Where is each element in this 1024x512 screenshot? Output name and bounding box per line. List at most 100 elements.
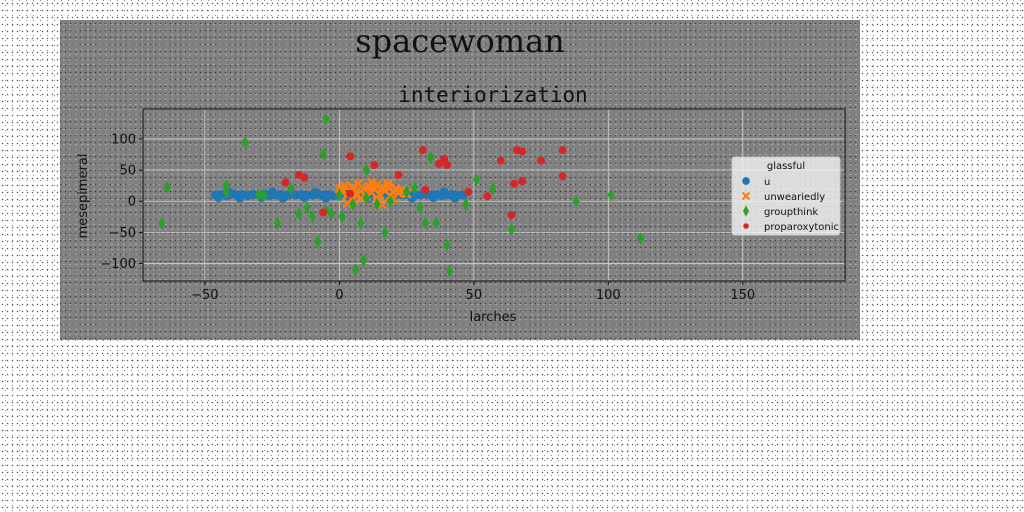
data-point: [381, 225, 389, 239]
x-tick-label: 50: [466, 288, 483, 303]
data-point: [235, 193, 245, 203]
data-point: [355, 193, 366, 204]
data-point: [510, 179, 519, 188]
data-point: [299, 192, 309, 202]
data-point: [462, 197, 470, 211]
data-point: [421, 186, 430, 195]
y-tick-label: 100: [111, 132, 136, 147]
data-point: [428, 192, 438, 202]
data-point: [349, 197, 357, 211]
data-point: [346, 152, 355, 161]
x-axis-label: larches: [470, 310, 517, 325]
data-point: [416, 200, 424, 214]
data-point: [260, 188, 268, 202]
data-point: [443, 238, 451, 252]
data-point: [327, 207, 335, 221]
legend-marker: [743, 223, 749, 229]
data-point: [472, 172, 481, 186]
data-point: [267, 187, 277, 197]
data-point: [287, 182, 295, 196]
data-point: [394, 171, 403, 180]
series-unweariedly: [334, 177, 412, 210]
data-point: [446, 264, 454, 278]
data-point: [310, 188, 320, 198]
legend-box: [731, 156, 841, 236]
data-point: [386, 194, 395, 208]
data-point: [358, 183, 369, 194]
legend-marker: [742, 177, 750, 185]
x-tick-label: 0: [335, 288, 343, 303]
data-point: [427, 151, 435, 165]
data-point: [507, 210, 516, 219]
data-series: [158, 112, 645, 278]
data-point: [370, 161, 379, 170]
data-point: [411, 181, 419, 195]
data-point: [607, 188, 615, 202]
legend-marker: [741, 191, 751, 201]
data-point: [241, 136, 249, 150]
data-point: [346, 189, 355, 198]
figure-suptitle: spacewoman: [355, 22, 565, 60]
data-point: [432, 216, 440, 230]
chart-svg: interiorization −50 0 50 100 150 −100 −50 0 50 10…: [76, 83, 846, 325]
data-point: [421, 216, 430, 230]
data-point: [434, 159, 443, 168]
data-point: [158, 216, 166, 230]
data-point: [362, 191, 370, 205]
data-point: [314, 235, 322, 249]
y-tick-label: −50: [109, 226, 136, 241]
data-point: [507, 222, 516, 236]
data-point: [322, 112, 330, 126]
plot-frame: [142, 108, 846, 282]
data-point: [537, 156, 546, 165]
legend-label: unweariedly: [764, 192, 825, 203]
y-tick-label: 0: [128, 195, 136, 210]
data-point: [319, 208, 328, 217]
legend-label: u: [764, 177, 770, 188]
legend-title: glassful: [767, 161, 805, 172]
data-point: [362, 163, 370, 177]
axis-ticks: −50 0 50 100 150 −100 −50 0 50 100: [100, 132, 755, 303]
data-point: [489, 182, 497, 196]
data-point: [518, 147, 527, 156]
data-point: [636, 232, 645, 246]
y-tick-label: 50: [119, 164, 136, 179]
data-point: [335, 188, 343, 202]
data-point: [359, 253, 368, 267]
data-point: [442, 161, 451, 170]
data-point: [308, 210, 317, 224]
data-point: [418, 146, 427, 155]
data-point: [278, 193, 288, 203]
figure: spacewoman interiorization −50 0 50 100 150 −…: [60, 20, 860, 340]
data-point: [319, 147, 327, 161]
data-point: [351, 263, 360, 277]
data-point: [377, 199, 388, 210]
x-tick-label: 100: [596, 288, 621, 303]
data-point: [357, 216, 365, 230]
legend-label: proparoxytonic: [764, 222, 839, 233]
chart-title: interiorization: [398, 83, 588, 107]
data-point: [281, 178, 290, 187]
data-point: [572, 194, 580, 208]
data-point: [273, 216, 282, 230]
data-point: [440, 154, 449, 163]
x-tick-label: −50: [191, 288, 218, 303]
series-proparoxytonic: [281, 146, 567, 219]
legend: glassful u unweariedly groupthink proparoxy…: [731, 156, 841, 236]
legend-marker: [742, 205, 750, 217]
data-point: [300, 173, 309, 182]
data-point: [338, 210, 346, 224]
data-point: [295, 207, 303, 221]
legend-entries: u unweariedly groupthink proparoxytonic: [741, 177, 839, 233]
data-point: [450, 193, 460, 203]
data-point: [464, 187, 473, 196]
x-tick-label: 150: [730, 288, 755, 303]
data-point: [483, 192, 492, 201]
data-point: [373, 197, 381, 211]
y-axis-label: mesepimeral: [76, 154, 91, 239]
data-point: [222, 185, 230, 199]
legend-label: groupthink: [764, 207, 818, 218]
data-point: [558, 172, 567, 181]
data-point: [372, 180, 382, 191]
data-point: [496, 156, 505, 165]
